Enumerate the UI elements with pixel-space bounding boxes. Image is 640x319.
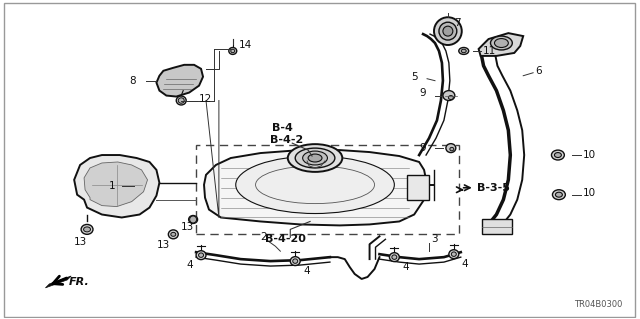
- Text: 12: 12: [199, 93, 212, 104]
- Ellipse shape: [392, 255, 397, 259]
- Polygon shape: [45, 276, 71, 288]
- Text: 8: 8: [130, 76, 136, 86]
- Ellipse shape: [461, 49, 466, 53]
- Ellipse shape: [552, 190, 565, 200]
- Ellipse shape: [81, 225, 93, 234]
- Ellipse shape: [171, 232, 176, 236]
- Ellipse shape: [308, 154, 322, 162]
- Ellipse shape: [556, 192, 563, 197]
- Text: 13: 13: [181, 222, 195, 233]
- Ellipse shape: [231, 49, 235, 53]
- Ellipse shape: [490, 36, 512, 50]
- Ellipse shape: [552, 150, 564, 160]
- Text: FR.: FR.: [69, 277, 90, 287]
- Ellipse shape: [449, 96, 453, 100]
- Text: 10: 10: [582, 150, 596, 160]
- Text: 6: 6: [535, 66, 541, 76]
- Ellipse shape: [189, 216, 198, 223]
- Ellipse shape: [495, 39, 508, 48]
- Ellipse shape: [449, 250, 459, 259]
- Ellipse shape: [176, 96, 186, 105]
- Text: TR04B0300: TR04B0300: [574, 300, 622, 309]
- Text: 13: 13: [156, 240, 170, 250]
- Ellipse shape: [168, 230, 179, 239]
- Text: 14: 14: [239, 40, 252, 50]
- Ellipse shape: [196, 251, 206, 260]
- Text: B-4-2: B-4-2: [271, 135, 304, 145]
- Ellipse shape: [236, 156, 394, 213]
- Text: 4: 4: [403, 262, 409, 272]
- Circle shape: [434, 17, 461, 45]
- Text: 4: 4: [303, 266, 310, 276]
- Text: 9: 9: [419, 88, 426, 98]
- Text: 4: 4: [461, 259, 468, 269]
- Ellipse shape: [451, 252, 456, 256]
- Ellipse shape: [229, 48, 237, 55]
- Ellipse shape: [459, 48, 468, 55]
- Text: 5: 5: [411, 72, 418, 82]
- Polygon shape: [84, 162, 147, 207]
- Text: 1: 1: [109, 181, 115, 191]
- Circle shape: [439, 22, 457, 40]
- Text: B-4-20: B-4-20: [266, 234, 307, 244]
- Text: 3: 3: [431, 234, 438, 244]
- Ellipse shape: [303, 151, 328, 165]
- Ellipse shape: [554, 152, 561, 158]
- Text: 11: 11: [483, 46, 496, 56]
- Ellipse shape: [295, 148, 335, 168]
- Ellipse shape: [443, 91, 455, 100]
- Ellipse shape: [288, 144, 342, 172]
- Polygon shape: [479, 33, 524, 56]
- Text: 13: 13: [74, 237, 88, 247]
- Ellipse shape: [450, 147, 454, 151]
- Circle shape: [189, 216, 196, 223]
- Polygon shape: [156, 65, 203, 97]
- Text: 9: 9: [419, 143, 426, 153]
- Polygon shape: [481, 219, 512, 234]
- Text: B-3-5: B-3-5: [477, 183, 509, 193]
- Ellipse shape: [389, 253, 399, 262]
- Ellipse shape: [291, 257, 300, 266]
- Text: 7: 7: [454, 18, 460, 28]
- Ellipse shape: [198, 253, 204, 257]
- Ellipse shape: [292, 259, 298, 263]
- Polygon shape: [204, 150, 427, 226]
- Ellipse shape: [84, 227, 90, 232]
- Circle shape: [443, 26, 453, 36]
- Polygon shape: [74, 155, 159, 218]
- Polygon shape: [407, 175, 429, 200]
- Text: 2: 2: [260, 232, 267, 242]
- Text: 4: 4: [186, 260, 193, 270]
- Text: 10: 10: [582, 188, 596, 198]
- Ellipse shape: [179, 98, 184, 103]
- Ellipse shape: [446, 144, 456, 152]
- Text: B-4: B-4: [273, 123, 293, 133]
